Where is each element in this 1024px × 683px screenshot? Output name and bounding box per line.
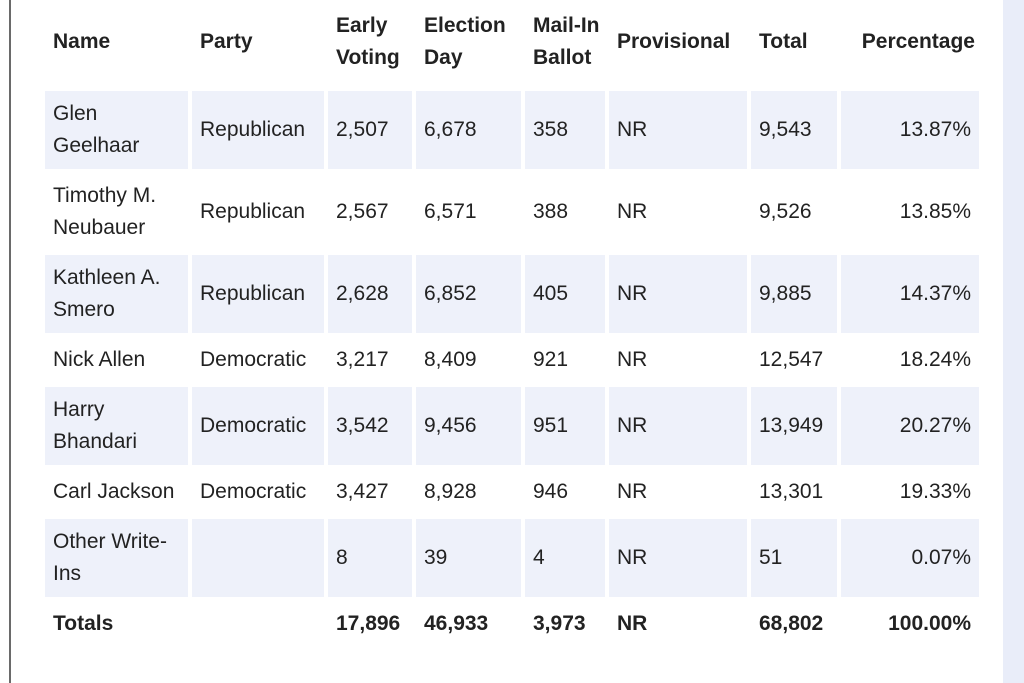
table-row: Timothy M. Neubauer Republican 2,567 6,571 3…: [45, 173, 979, 251]
table-cell: 18.24%: [899, 348, 971, 371]
table-cell: 13,949: [751, 387, 837, 465]
table-row: Kathleen A. Smero Republican 2,628 6,852 405…: [45, 255, 979, 333]
table-cell: 8,409: [424, 348, 477, 371]
table-row: Harry Bhandari Democratic 3,542 9,456 951 NR 1…: [45, 387, 979, 465]
table-cell: 12,547: [759, 348, 824, 371]
column-header: Total: [759, 30, 808, 53]
table-cell: 9,456: [416, 387, 521, 465]
column-header: Mail-In Ballot: [533, 14, 600, 69]
table-cell: Nick Allen: [53, 348, 146, 371]
table-cell: 6,571: [424, 200, 477, 223]
table-row: Totals 17,896 46,933 3,973 NR 68,802 100.00%: [45, 601, 979, 647]
table-cell: 17,896: [336, 612, 401, 635]
table-cell: Democratic: [200, 480, 307, 503]
table-cell: 3,973: [533, 612, 586, 635]
table-cell: NR: [617, 348, 648, 371]
header-row: Name Party Early Voting Election Day Mail-In…: [45, 0, 979, 87]
table-cell: 6,678: [416, 91, 521, 169]
table-cell: Harry Bhandari: [45, 387, 188, 465]
table-cell: 3,217: [336, 348, 389, 371]
table-cell: 3,542: [328, 387, 412, 465]
table-cell: 6,852: [416, 255, 521, 333]
table-cell: Carl Jackson: [53, 480, 175, 503]
table-cell: 946: [533, 480, 569, 503]
table-cell: 3,427: [336, 480, 389, 503]
table-cell: 8: [328, 519, 412, 597]
table-cell: [192, 519, 324, 597]
table-cell: NR: [609, 387, 747, 465]
table-cell: Timothy M. Neubauer: [53, 184, 157, 239]
table-cell: 951: [525, 387, 605, 465]
table-cell: NR: [609, 519, 747, 597]
table-row: Glen Geelhaar Republican 2,507 6,678 358 NR 9,…: [45, 91, 979, 169]
table-cell: Totals: [53, 612, 114, 635]
table-cell: 39: [416, 519, 521, 597]
table-cell: 19.33%: [899, 480, 971, 503]
table-cell: Republican: [192, 255, 324, 333]
table-cell: 51: [751, 519, 837, 597]
table-cell: 2,507: [328, 91, 412, 169]
table-cell: [192, 601, 324, 647]
table-cell: 9,885: [751, 255, 837, 333]
table-cell: 388: [533, 200, 569, 223]
table-cell: 68,802: [759, 612, 824, 635]
column-header: Election Day: [424, 14, 506, 69]
table-cell: NR: [617, 612, 648, 635]
column-header: Early Voting: [336, 14, 400, 69]
table-cell: 921: [533, 348, 569, 371]
border: [9, 0, 11, 683]
table-cell: NR: [609, 255, 747, 333]
table-cell: 13.87%: [841, 91, 979, 169]
table-cell: 8,928: [424, 480, 477, 503]
table-cell: NR: [617, 200, 648, 223]
table-row: Other Write-Ins 8 39 4 NR 51 0.07%: [45, 519, 979, 597]
table-cell: 2,567: [336, 200, 389, 223]
column-header: Provisional: [617, 30, 731, 53]
table-cell: 100.00%: [888, 612, 971, 635]
table-row: Nick Allen Democratic 3,217 8,409 921 NR 12,54…: [45, 337, 979, 383]
table-cell: Kathleen A. Smero: [45, 255, 188, 333]
table-cell: 2,628: [328, 255, 412, 333]
table-cell: NR: [609, 91, 747, 169]
column-header: Party: [200, 30, 253, 53]
table-cell: Other Write-Ins: [45, 519, 188, 597]
table-cell: 46,933: [424, 612, 489, 635]
side-strip: [1003, 0, 1024, 683]
table-cell: 4: [525, 519, 605, 597]
table-cell: Republican: [200, 200, 306, 223]
table-cell: Republican: [192, 91, 324, 169]
table-cell: NR: [617, 480, 648, 503]
column-header: Percentage: [861, 30, 975, 53]
results-table: Name Party Early Voting Election Day Mail-In…: [41, 0, 983, 651]
table-cell: 405: [525, 255, 605, 333]
table-cell: 20.27%: [841, 387, 979, 465]
table-cell: 9,526: [759, 200, 812, 223]
table-cell: 0.07%: [841, 519, 979, 597]
table-cell: 14.37%: [841, 255, 979, 333]
table-cell: 13,301: [759, 480, 824, 503]
table-cell: Glen Geelhaar: [45, 91, 188, 169]
table-cell: 9,543: [751, 91, 837, 169]
table-cell: Democratic: [192, 387, 324, 465]
column-header: Name: [53, 30, 111, 53]
table-cell: Democratic: [200, 348, 307, 371]
table-cell: 358: [525, 91, 605, 169]
table-cell: 13.85%: [899, 200, 971, 223]
table-row: Carl Jackson Democratic 3,427 8,928 946 NR 13,…: [45, 469, 979, 515]
